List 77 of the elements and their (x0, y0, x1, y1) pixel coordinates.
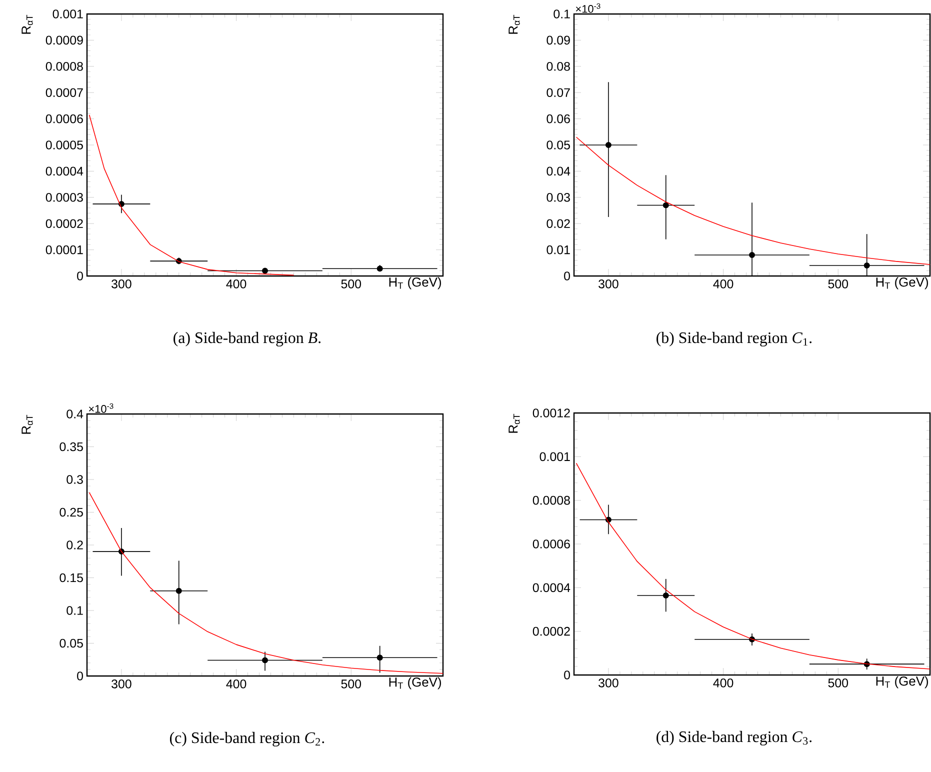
x-tick-label: 300 (598, 678, 618, 688)
point (262, 657, 268, 664)
y-tick-label: 0.001 (540, 452, 570, 462)
text: (c) Side-band region C$_{2}$. (170, 732, 324, 746)
y-tick-label: 0 (564, 272, 570, 280)
x-tick-label: 400 (226, 680, 246, 688)
y-tick-label: 0.001 (52, 10, 83, 18)
line-series (88, 492, 443, 674)
y-tick-label: 0.4 (66, 410, 84, 418)
point (662, 592, 669, 599)
y-axis-title: R$_{αT}$ (508, 414, 520, 433)
y-tick-label: 0.0001 (46, 245, 83, 254)
y-tick-label: 0.02 (546, 219, 570, 228)
point (864, 262, 870, 269)
line-series (88, 114, 294, 276)
x-tick-label: 500 (341, 680, 362, 688)
y-tick-label: 0.0003 (46, 192, 83, 202)
y-tick-label: 0.25 (60, 508, 83, 517)
x-axis-title: H$_{T}$ (GeV) (389, 277, 442, 290)
line-series (576, 462, 930, 670)
x-tick-label: 400 (713, 678, 734, 688)
x-tick-label: 400 (226, 280, 246, 288)
y-tick-label: 0.0006 (532, 540, 570, 548)
y-tick-label: 0.01 (546, 245, 570, 254)
text: (d) Side-band region C$_{3}$. (656, 730, 812, 746)
point (376, 654, 383, 661)
point (749, 252, 756, 258)
y-tick-label: 0.3 (66, 475, 83, 484)
y-tick-label: 0.04 (546, 166, 570, 176)
y-tick-label: 0.0008 (46, 62, 83, 71)
x-tick-label: 500 (828, 678, 848, 688)
text: (a) Side-band region B. (174, 332, 321, 346)
y-tick-label: 0.0012 (532, 408, 570, 418)
x-tick-label: 500 (828, 280, 848, 288)
y-tick-label: 0.0002 (532, 626, 570, 636)
y-tick-label: 0.1 (66, 606, 83, 615)
point (262, 268, 268, 274)
text: (b) Side-band region C$_{1}$. (656, 332, 812, 346)
y-tick-label: 0.2 (66, 540, 83, 550)
x-tick-label: 300 (598, 280, 618, 288)
x-axis-title: H$_{T}$ (GeV) (389, 677, 442, 690)
y-tick-label: 0.07 (546, 88, 570, 98)
x-tick-label: 300 (112, 280, 132, 288)
x-axis-title: H$_{T}$ (GeV) (876, 676, 928, 688)
y-tick-label: 0.03 (546, 192, 570, 202)
y-tick-label: 0 (77, 272, 83, 280)
point (662, 202, 669, 208)
y-tick-label: 0.1 (554, 10, 570, 18)
point (176, 588, 182, 594)
y-axis-title: R$_{αT}$ (508, 14, 520, 34)
x-tick-label: 400 (713, 280, 734, 288)
x-tick-label: 500 (341, 280, 362, 288)
y-tick-label: 0.06 (546, 114, 570, 124)
y-tick-label: 0.15 (60, 573, 83, 582)
y-tick-label: 0.09 (546, 36, 570, 45)
y-tick-label: 0.0007 (46, 88, 83, 98)
y-tick-label: 0.35 (60, 442, 83, 452)
y-tick-label: 0.05 (60, 638, 83, 648)
y-tick-label: 0.0005 (46, 140, 83, 150)
y-tick-label: 0 (77, 672, 83, 680)
y-tick-label: 0.0004 (46, 166, 84, 176)
y-axis-title: R$_{αT}$ (22, 414, 33, 434)
x-axis-title: H$_{T}$ (GeV) (876, 277, 928, 290)
y-tick-label: 0 (564, 670, 570, 680)
y-tick-label: 0.0002 (46, 219, 83, 228)
line-series (576, 136, 930, 265)
y-axis-title: R$_{αT}$ (22, 14, 33, 34)
text: ×10$^{-3}$ (576, 3, 600, 13)
y-tick-label: 0.0006 (46, 114, 83, 124)
text: ×10$^{-3}$ (88, 403, 114, 413)
x-tick-label: 300 (112, 680, 132, 688)
y-tick-label: 0.0004 (532, 583, 570, 592)
y-tick-label: 0.0009 (46, 36, 83, 45)
y-tick-label: 0.05 (546, 140, 570, 150)
point (605, 142, 612, 148)
y-tick-label: 0.0008 (532, 496, 570, 505)
y-tick-label: 0.08 (546, 62, 570, 71)
